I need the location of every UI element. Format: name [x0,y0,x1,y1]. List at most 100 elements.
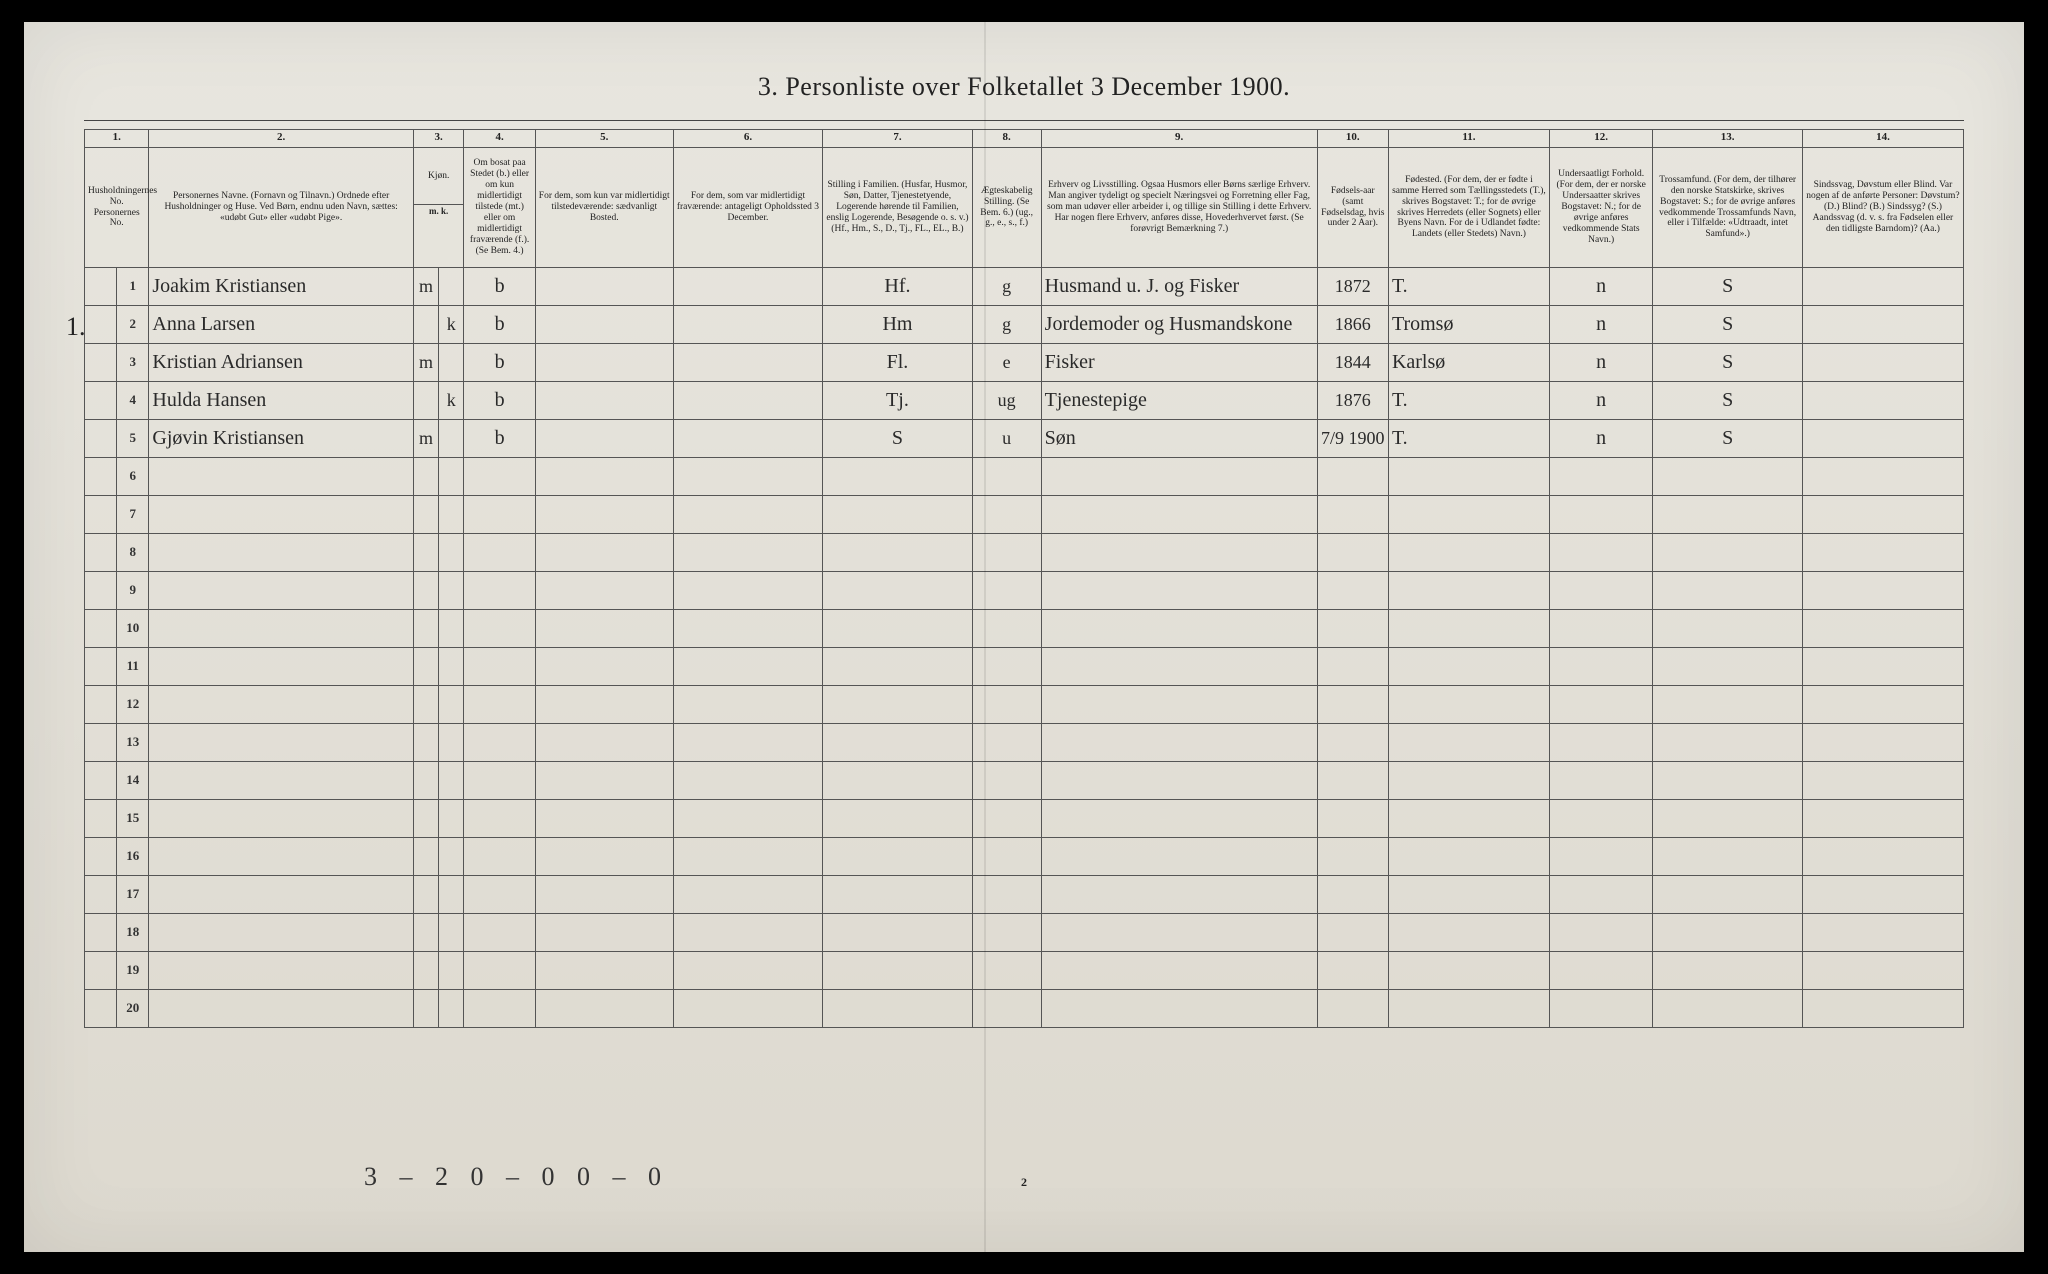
cell-person-no: 7 [117,496,149,534]
header-birthyear: Fødsels-aar (samt Fødselsdag, hvis under… [1317,148,1388,268]
cell-empty [972,800,1041,838]
cell-empty [535,534,673,572]
cell-residence: b [464,306,535,344]
cell-empty [673,648,822,686]
table-row: 2Anna LarsenkbHmgJordemoder og Husmandsk… [85,306,1964,344]
cell-empty [1653,648,1802,686]
cell-empty [149,572,413,610]
cell-tempres [535,344,673,382]
cell-nationality: n [1549,382,1652,420]
header-personnr: Husholdningernes No. Personernes No. [85,148,149,268]
cell-empty [464,648,535,686]
cell-person-no: 3 [117,344,149,382]
table-row-empty: 9 [85,572,1964,610]
cell-tempres [535,306,673,344]
cell-empty [823,762,972,800]
cell-sex-k: k [439,306,464,344]
cell-empty [1802,724,1963,762]
cell-occupation: Husmand u. J. og Fisker [1041,268,1317,306]
cell-empty [413,648,438,686]
cell-religion: S [1653,344,1802,382]
cell-empty [1802,572,1963,610]
cell-empty [972,610,1041,648]
cell-empty [1549,572,1652,610]
cell-empty [464,572,535,610]
cell-empty [1802,762,1963,800]
cell-empty [1653,724,1802,762]
table-row-empty: 16 [85,838,1964,876]
cell-empty [1802,914,1963,952]
cell-empty [85,838,117,876]
cell-empty [439,648,464,686]
cell-empty [1802,952,1963,990]
cell-family: Tj. [823,382,972,420]
cell-empty [1317,534,1388,572]
cell-empty [673,724,822,762]
cell-empty [85,610,117,648]
cell-empty [85,762,117,800]
cell-empty [149,762,413,800]
cell-empty [1041,876,1317,914]
header-names: Personernes Navne. (Fornavn og Tilnavn.)… [149,148,413,268]
cell-empty [673,762,822,800]
cell-empty [149,952,413,990]
colnum: 7. [823,130,972,148]
cell-empty [413,914,438,952]
cell-empty [1041,914,1317,952]
colnum: 4. [464,130,535,148]
cell-empty [1549,990,1652,1028]
cell-nationality: n [1549,420,1652,458]
cell-empty [1653,762,1802,800]
cell-empty [1388,800,1549,838]
table-row-empty: 8 [85,534,1964,572]
cell-empty [85,990,117,1028]
footer-tally: 3 – 2 0 – 0 0 – 0 [364,1162,669,1192]
table-row-empty: 19 [85,952,1964,990]
cell-disability [1802,344,1963,382]
cell-empty [972,914,1041,952]
cell-empty [1549,458,1652,496]
cell-empty [85,800,117,838]
header-row: Husholdningernes No. Personernes No. Per… [85,148,1964,205]
table-row-empty: 11 [85,648,1964,686]
table-row-empty: 15 [85,800,1964,838]
cell-empty [1802,458,1963,496]
cell-empty [535,458,673,496]
cell-empty [1317,648,1388,686]
cell-family: Fl. [823,344,972,382]
cell-empty [823,610,972,648]
cell-person-no: 13 [117,724,149,762]
cell-sex-m: m [413,344,438,382]
cell-empty [85,496,117,534]
cell-empty [1549,762,1652,800]
cell-empty [439,458,464,496]
cell-empty [439,952,464,990]
cell-empty [1388,838,1549,876]
cell-empty [1388,496,1549,534]
cell-marital: e [972,344,1041,382]
colnum: 5. [535,130,673,148]
cell-residence: b [464,382,535,420]
cell-empty [1549,724,1652,762]
cell-marital: g [972,306,1041,344]
census-page: 3. Personliste over Folketallet 3 Decemb… [24,22,2024,1252]
cell-empty [1653,572,1802,610]
cell-empty [1041,838,1317,876]
cell-empty [149,534,413,572]
cell-empty [1041,686,1317,724]
cell-empty [673,496,822,534]
page-title: 3. Personliste over Folketallet 3 Decemb… [84,72,1964,102]
cell-empty [464,610,535,648]
cell-year: 1876 [1317,382,1388,420]
cell-tempres [535,420,673,458]
cell-empty [1317,762,1388,800]
cell-residence: b [464,420,535,458]
cell-empty [1802,648,1963,686]
cell-empty [673,838,822,876]
cell-empty [85,458,117,496]
cell-empty [972,572,1041,610]
cell-empty [1041,800,1317,838]
cell-empty [1388,686,1549,724]
cell-empty [413,762,438,800]
cell-person-no: 14 [117,762,149,800]
